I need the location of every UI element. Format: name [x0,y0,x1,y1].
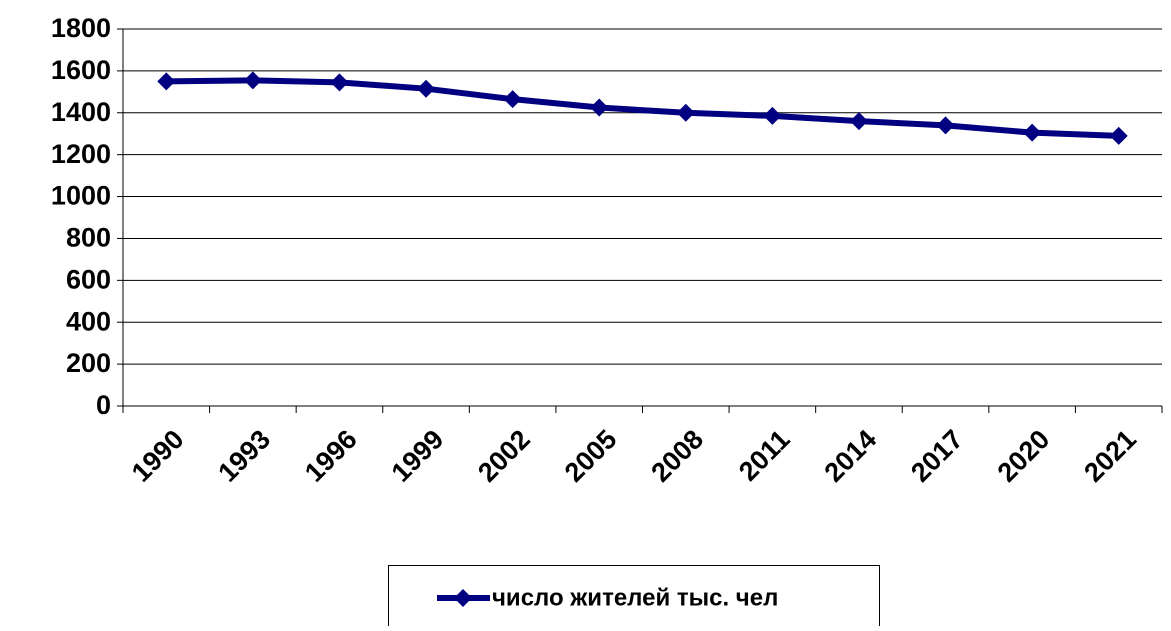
x-tick-label: 2002 [472,424,536,488]
y-tick-label: 1400 [51,97,111,127]
x-tick-label: 2021 [1078,424,1142,488]
x-tick-label: 1999 [386,424,450,488]
y-tick-label: 0 [96,390,111,420]
point-marker [1023,123,1042,142]
y-tick-label: 600 [66,264,111,294]
x-tick-label: 2020 [992,424,1056,488]
point-marker [590,98,609,117]
y-tick-label: 200 [66,348,111,378]
point-marker [1109,126,1128,145]
point-marker [243,71,262,90]
y-tick-label: 400 [66,306,111,336]
x-tick-label: 2005 [559,424,623,488]
x-tick-label: 2011 [733,424,796,487]
y-tick-label: 800 [66,223,111,253]
point-marker [417,79,436,98]
point-marker [849,112,868,131]
x-tick-label: 2008 [645,424,709,488]
y-tick-label: 1600 [51,55,111,85]
x-tick-label: 1990 [126,424,190,488]
x-tick-label: 2017 [905,424,969,488]
x-tick-label: 1993 [212,424,276,488]
y-tick-label: 1200 [51,139,111,169]
y-tick-label: 1800 [51,13,111,43]
point-marker [330,73,349,92]
y-tick-label: 1000 [51,181,111,211]
point-marker [503,90,522,109]
legend-label: число жителей тыс. чел [492,584,778,611]
x-tick-label: 1996 [299,424,363,488]
series-line [166,77,1119,139]
legend-marker [454,589,472,607]
point-marker [763,106,782,125]
x-tick-label: 2014 [819,424,883,488]
point-marker [157,72,176,91]
point-marker [676,103,695,122]
point-marker [936,116,955,135]
legend: число жителей тыс. чел [388,565,880,631]
